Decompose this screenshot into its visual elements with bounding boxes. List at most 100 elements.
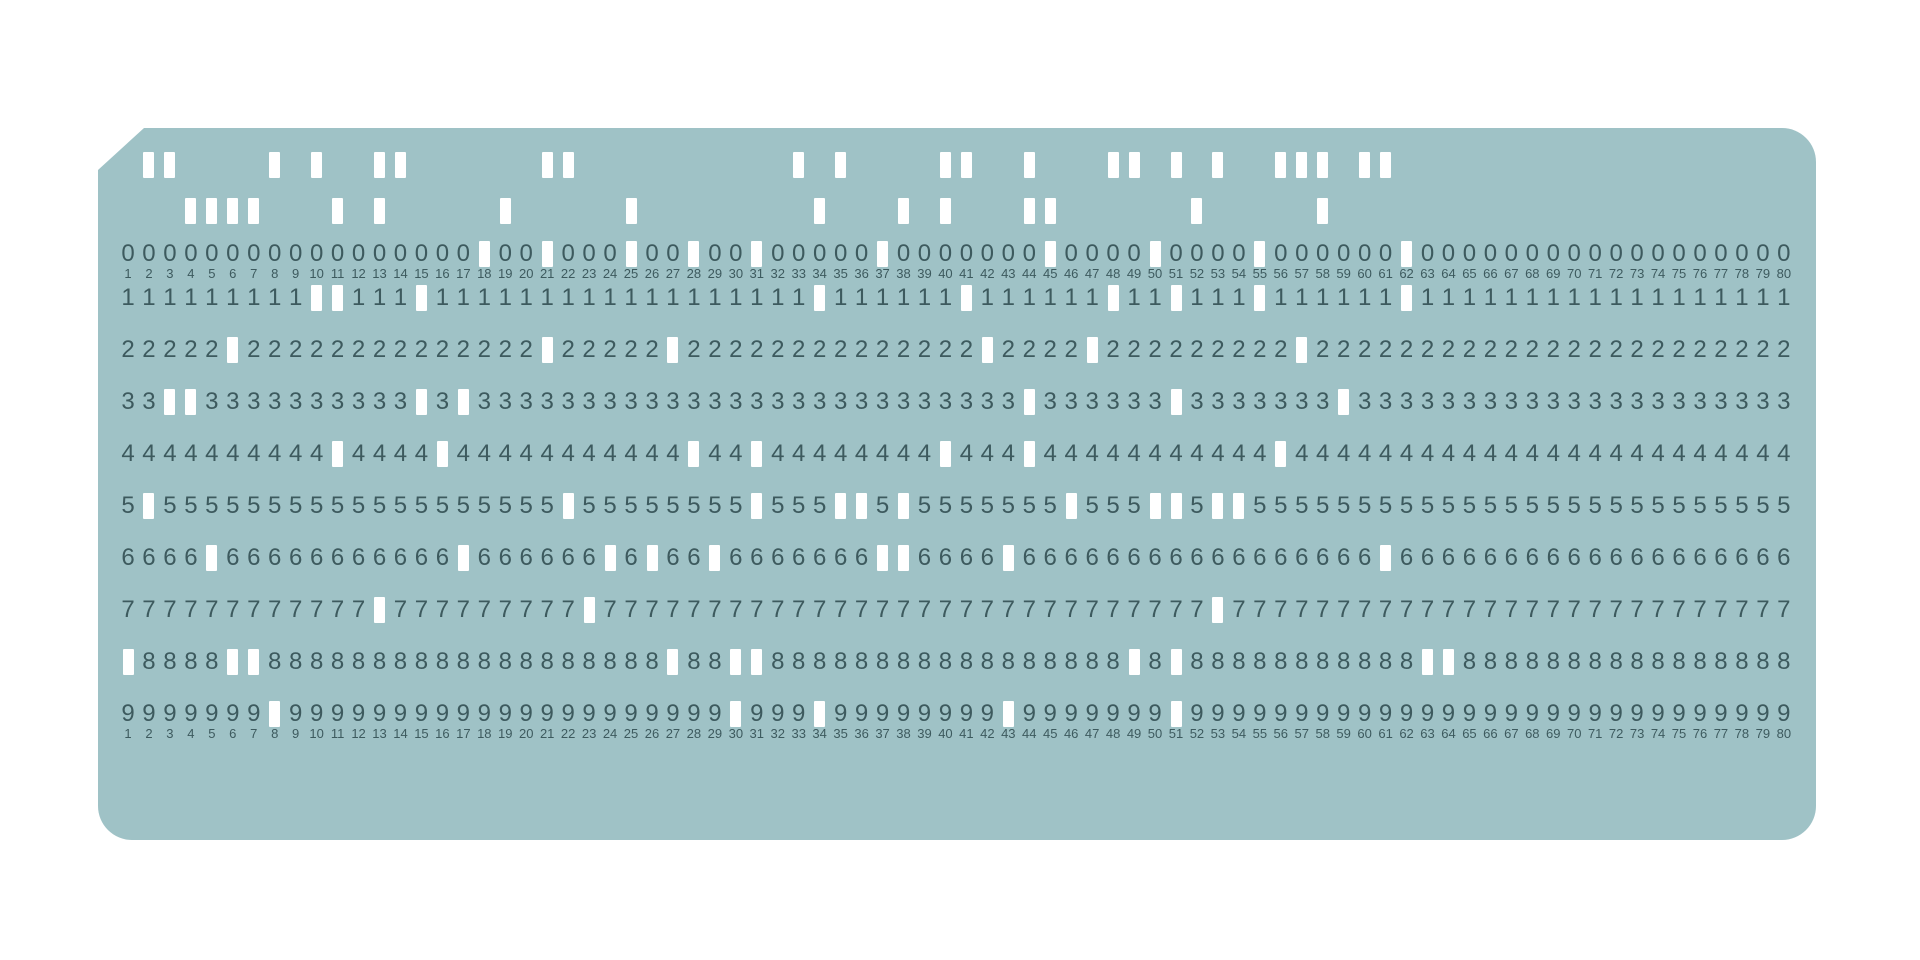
punch-hole [667, 337, 678, 363]
digit-cell: 3 [1228, 388, 1249, 416]
column-number: 76 [1690, 726, 1711, 742]
punch-hole [248, 198, 259, 224]
digit-cell: 4 [1690, 440, 1711, 468]
digit-cell: 1 [180, 284, 201, 312]
digit-cell: 2 [180, 336, 201, 364]
column-number: 73 [1627, 726, 1648, 742]
digit-cell: 7 [1166, 596, 1187, 624]
digit-cell: 4 [642, 440, 663, 468]
punch-hole [123, 649, 134, 675]
digit-cell: 9 [285, 700, 306, 728]
digit-cell: 7 [1731, 596, 1752, 624]
digit-cell: 1 [1019, 284, 1040, 312]
column-number: 46 [1061, 726, 1082, 742]
digit-cell: 6 [1103, 544, 1124, 572]
punch-hole [1024, 152, 1035, 178]
digit-cell: 6 [977, 544, 998, 572]
digit-cell: 9 [537, 700, 558, 728]
digit-cell: 2 [872, 336, 893, 364]
digit-cell: 6 [1166, 544, 1187, 572]
punch-hole [500, 198, 511, 224]
column-number: 46 [1061, 266, 1082, 282]
digit-cell: 9 [201, 700, 222, 728]
digit-cell: 7 [788, 596, 809, 624]
digit-cell: 7 [1669, 596, 1690, 624]
digit-cell: 6 [1522, 544, 1543, 572]
digit-cell: 6 [474, 544, 495, 572]
digit-cell: 6 [285, 544, 306, 572]
digit-cell: 3 [579, 388, 600, 416]
digit-cell: 3 [872, 388, 893, 416]
digit-cell: 8 [767, 648, 788, 676]
digit-cell: 3 [935, 388, 956, 416]
digit-cell: 8 [1459, 648, 1480, 676]
digit-cell: 8 [1228, 648, 1249, 676]
punch-hole [688, 441, 699, 467]
digit-cell: 7 [1627, 596, 1648, 624]
digit-cell: 8 [1291, 648, 1312, 676]
digit-cell: 4 [1082, 440, 1103, 468]
digit-cell: 4 [1522, 440, 1543, 468]
digit-cell: 4 [1166, 440, 1187, 468]
digit-cell: 2 [1019, 336, 1040, 364]
digit-cell: 8 [977, 648, 998, 676]
column-number: 21 [537, 266, 558, 282]
digit-cell: 3 [1438, 388, 1459, 416]
digit-cell: 4 [1040, 440, 1061, 468]
digit-cell: 4 [1249, 440, 1270, 468]
digit-cell: 5 [243, 492, 264, 520]
column-number: 44 [1019, 266, 1040, 282]
column-number: 32 [767, 266, 788, 282]
digit-cell: 5 [1312, 492, 1333, 520]
column-number: 12 [348, 726, 369, 742]
digit-cell: 9 [1417, 700, 1438, 728]
digit-cell: 6 [1690, 544, 1711, 572]
digit-cell: 0 [180, 240, 201, 268]
digit-cell: 4 [767, 440, 788, 468]
digit-cell: 2 [306, 336, 327, 364]
digit-cell: 3 [243, 388, 264, 416]
digit-cell: 3 [893, 388, 914, 416]
digit-cell: 0 [306, 240, 327, 268]
punch-hole [311, 285, 322, 311]
digit-cell: 9 [1207, 700, 1228, 728]
digit-cell: 1 [621, 284, 642, 312]
digit-cell: 7 [453, 596, 474, 624]
digit-cell: 2 [704, 336, 725, 364]
digit-cell: 5 [1019, 492, 1040, 520]
punch-hole [416, 389, 427, 415]
digit-cell: 5 [872, 492, 893, 520]
digit-cell: 0 [1585, 240, 1606, 268]
digit-cell: 6 [138, 544, 159, 572]
digit-cell: 0 [1773, 240, 1794, 268]
digit-cell: 3 [1710, 388, 1731, 416]
digit-cell: 2 [579, 336, 600, 364]
digit-cell: 1 [642, 284, 663, 312]
digit-cell: 9 [1459, 700, 1480, 728]
punch-hole [374, 152, 385, 178]
digit-cell: 8 [621, 648, 642, 676]
digit-cell: 0 [1752, 240, 1773, 268]
column-number: 45 [1040, 266, 1061, 282]
digit-cell: 3 [683, 388, 704, 416]
digit-cell: 5 [306, 492, 327, 520]
digit-cell: 6 [222, 544, 243, 572]
digit-cell: 9 [956, 700, 977, 728]
digit-cell: 2 [243, 336, 264, 364]
column-number: 71 [1585, 726, 1606, 742]
digit-cell: 3 [956, 388, 977, 416]
digit-cell: 0 [1291, 240, 1312, 268]
digit-cell: 8 [537, 648, 558, 676]
digit-cell: 9 [1270, 700, 1291, 728]
column-number: 60 [1354, 266, 1375, 282]
digit-cell: 0 [935, 240, 956, 268]
column-number: 14 [390, 726, 411, 742]
punch-hole [1003, 545, 1014, 571]
column-number: 52 [1186, 266, 1207, 282]
digit-cell: 7 [1522, 596, 1543, 624]
column-number: 6 [222, 266, 243, 282]
digit-cell: 3 [474, 388, 495, 416]
digit-cell: 3 [746, 388, 767, 416]
column-number: 56 [1270, 726, 1291, 742]
digit-cell: 0 [1375, 240, 1396, 268]
